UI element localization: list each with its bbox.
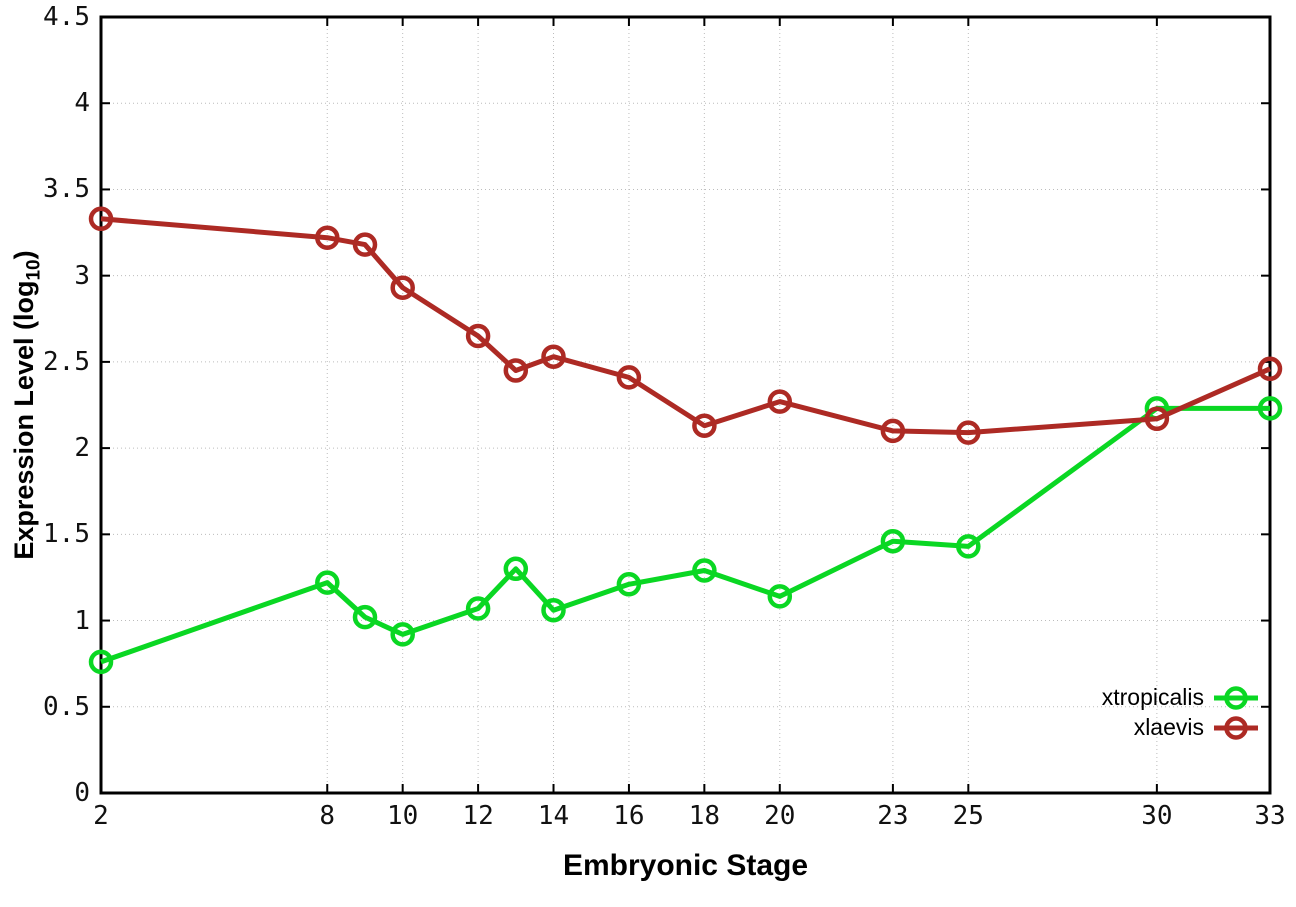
data-point-xlaevis	[352, 232, 378, 257]
x-tick-label: 14	[537, 801, 570, 831]
x-tick-label: 12	[462, 801, 494, 831]
data-point-xlaevis	[390, 275, 415, 300]
y-tick-label: 2.5	[43, 346, 90, 377]
x-axis-title: Embryonic Stage	[562, 849, 809, 882]
y-tick-label: 3.5	[43, 174, 90, 205]
x-tick-label: 33	[1254, 801, 1286, 831]
y-tick-label: 0.5	[43, 691, 90, 722]
series-line-xlaevis	[100, 216, 1272, 436]
data-point-xtropicalis	[465, 596, 491, 621]
plot-border	[99, 15, 1272, 795]
y-axis-title-subscript: 10	[23, 259, 45, 281]
legend-label-xtropicalis: xtropicalis	[1101, 684, 1204, 710]
data-point-xtropicalis	[692, 558, 717, 583]
data-point-xtropicalis	[616, 572, 642, 597]
data-point-xlaevis	[503, 358, 529, 383]
data-point-xtropicalis	[503, 556, 529, 582]
data-point-xtropicalis	[541, 597, 566, 623]
y-tick-label: 4.5	[43, 2, 90, 32]
data-point-xtropicalis	[1257, 396, 1283, 421]
data-point-xtropicalis	[880, 528, 906, 554]
legend-item-xtropicalis: xtropicalis	[1102, 684, 1260, 711]
data-point-xtropicalis	[956, 534, 981, 559]
legend-label-xlaevis: xlaevis	[1133, 714, 1204, 740]
x-tick-label: 23	[877, 801, 909, 831]
x-tick-label: 25	[952, 801, 984, 831]
y-axis-title-text: Expression Level (log	[9, 280, 39, 560]
data-point-xlaevis	[88, 206, 114, 232]
y-axis-title-close: )	[9, 250, 39, 260]
data-point-xlaevis	[315, 225, 340, 250]
y-tick-label: 1.5	[43, 519, 90, 550]
data-point-xtropicalis	[88, 649, 114, 675]
data-point-xtropicalis	[352, 604, 378, 630]
legend-item-xlaevis: xlaevis	[1134, 714, 1260, 741]
data-point-xlaevis	[541, 344, 566, 369]
x-tick-label: 10	[387, 801, 419, 831]
data-point-xtropicalis	[767, 584, 793, 609]
legend-line-point-icon	[1214, 715, 1258, 740]
x-tick-label: 30	[1141, 801, 1173, 831]
data-point-xlaevis	[616, 365, 642, 390]
data-point-xtropicalis	[315, 570, 340, 595]
y-tick-label: 2	[74, 433, 90, 464]
data-point-xlaevis	[956, 420, 981, 445]
y-tick-label: 4	[74, 88, 90, 119]
x-tick-label: 18	[688, 801, 720, 831]
data-point-xlaevis	[465, 323, 491, 349]
y-axis-title: Expression Level (log10)	[4, 55, 44, 755]
x-tick-label: 20	[764, 801, 796, 831]
x-tick-label: 2	[93, 801, 109, 831]
data-point-xlaevis	[1257, 356, 1283, 382]
data-point-xlaevis	[1144, 406, 1170, 432]
data-point-xlaevis	[692, 413, 717, 438]
data-point-xlaevis	[767, 389, 793, 414]
y-tick-label: 1	[74, 605, 90, 636]
series-line-xtropicalis	[100, 405, 1270, 665]
legend: xtropicalis xlaevis	[1102, 684, 1260, 741]
y-tick-label: 0	[74, 778, 90, 808]
y-tick-label: 3	[74, 260, 90, 291]
legend-line-point-icon	[1214, 685, 1258, 710]
x-tick-label: 8	[319, 801, 336, 831]
x-tick-label: 16	[613, 801, 645, 831]
data-point-xtropicalis	[390, 622, 415, 647]
data-point-xlaevis	[880, 418, 906, 444]
